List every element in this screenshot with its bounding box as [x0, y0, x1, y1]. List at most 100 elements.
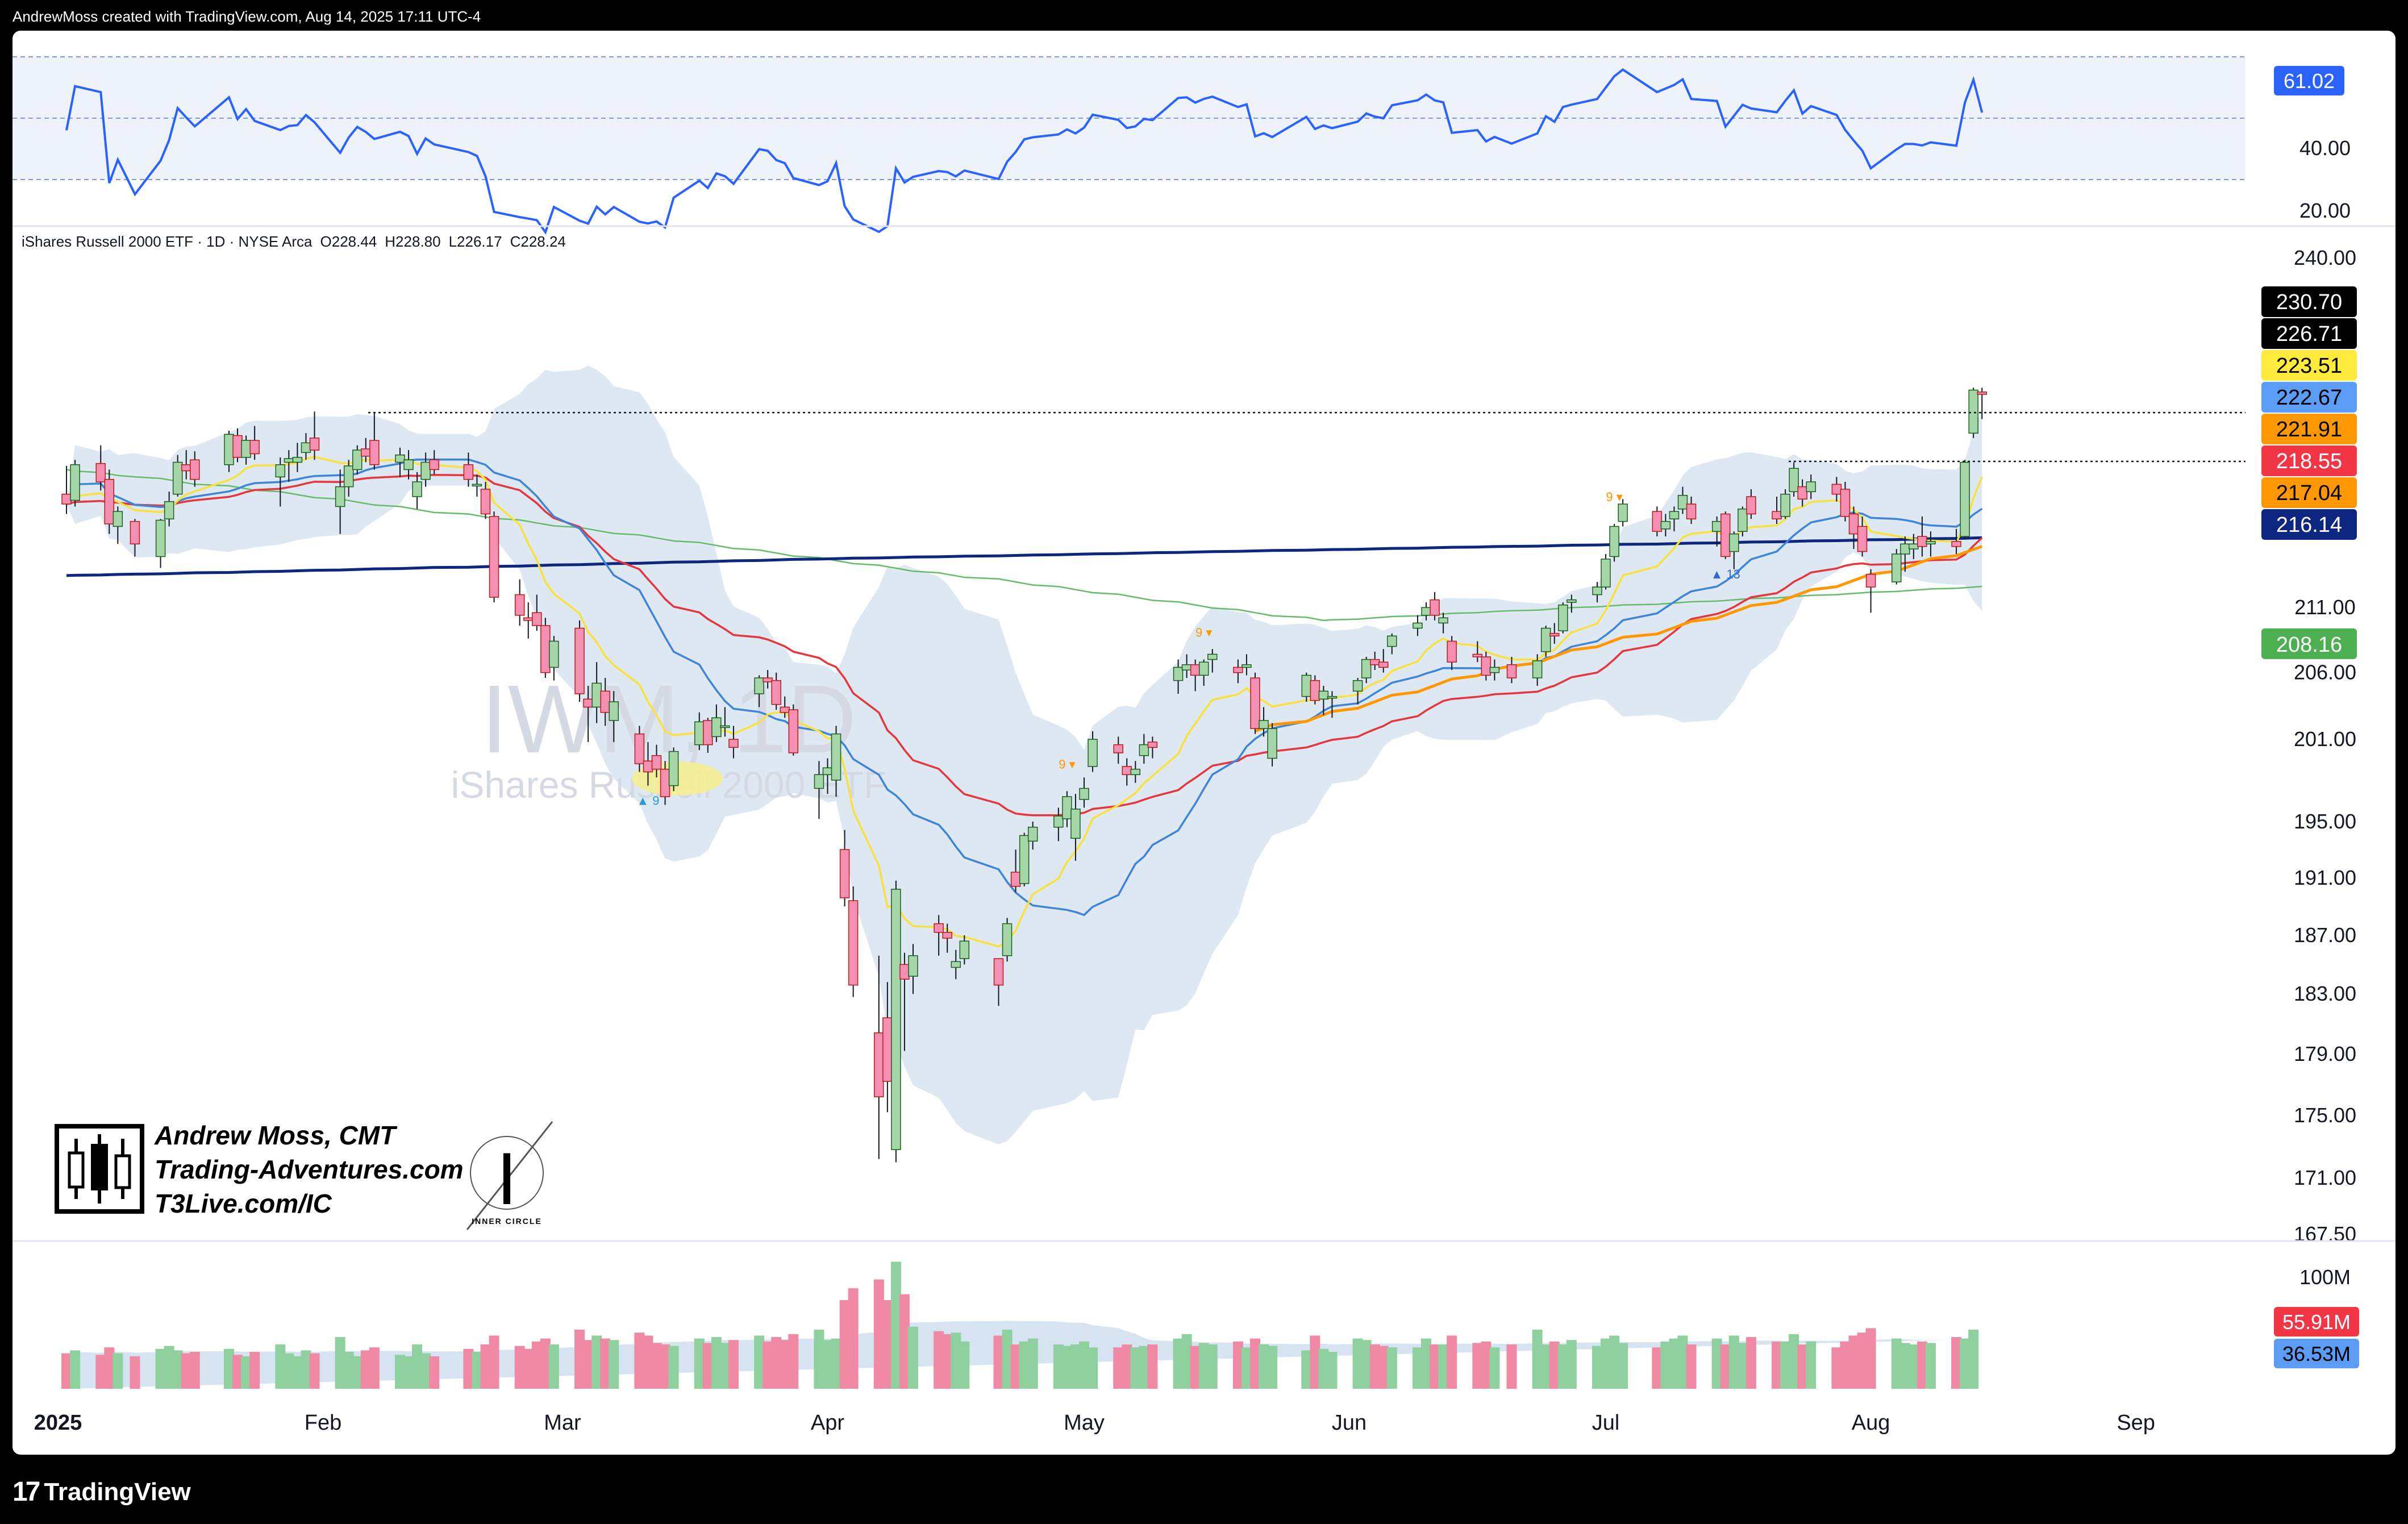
- volume-bar: [942, 1334, 953, 1389]
- price-tick-label: 175.00: [2294, 1104, 2356, 1127]
- price-tick-label: 187.00: [2294, 923, 2356, 947]
- candle: [711, 704, 722, 742]
- chart-svg[interactable]: 40.00 20.00 61.02 IWM, 1D iShares Russel…: [13, 31, 2395, 1455]
- volume-bar: [694, 1338, 705, 1389]
- candle: [651, 744, 662, 778]
- candle: [1968, 388, 1978, 438]
- tradingview-logo[interactable]: 17 TradingView: [13, 1476, 191, 1508]
- volume-bar: [1506, 1344, 1517, 1389]
- time-axis[interactable]: 2025 Feb Mar Apr May Jun Jul Aug Sep: [34, 1411, 2155, 1435]
- volume-bar: [1797, 1344, 1808, 1389]
- candle: [1960, 460, 1970, 539]
- volume-bar: [668, 1346, 679, 1389]
- price-label-bg: [2261, 382, 2357, 413]
- volume-bar: [1369, 1344, 1380, 1389]
- candle: [934, 915, 944, 956]
- volume-bar: [1618, 1343, 1628, 1389]
- volume-bar: [429, 1356, 440, 1389]
- candle: [514, 579, 525, 626]
- candle: [848, 886, 859, 997]
- candle: [1977, 388, 1987, 419]
- candle: [1147, 736, 1158, 759]
- price-tick-label: 179.00: [2294, 1042, 2356, 1065]
- volume-label-1-bg: [2274, 1307, 2359, 1336]
- candle: [343, 460, 354, 497]
- candle: [352, 445, 363, 475]
- price-tick-label: 206.00: [2294, 661, 2356, 684]
- candle: [1088, 731, 1098, 772]
- candle: [1079, 777, 1089, 808]
- candle: [1361, 656, 1372, 684]
- volume-bar: [420, 1353, 431, 1389]
- volume-label-2: 36.53M: [2282, 1342, 2351, 1365]
- volume-bar: [1652, 1347, 1663, 1389]
- price-label-bg: [2261, 509, 2357, 540]
- volume-bar: [1831, 1347, 1842, 1389]
- time-tick-label: Jun: [1332, 1411, 1367, 1435]
- volume-bar: [763, 1341, 773, 1389]
- time-tick-label: 2025: [34, 1411, 82, 1435]
- candle: [1259, 707, 1269, 737]
- volume-bar: [1737, 1343, 1748, 1389]
- price-label: 222.67: [2276, 386, 2342, 410]
- volume-bar: [711, 1337, 722, 1389]
- volume-bar: [651, 1343, 662, 1389]
- candle: [839, 830, 850, 907]
- candle: [489, 511, 499, 603]
- candle: [395, 447, 405, 477]
- volume-bar: [1532, 1330, 1543, 1389]
- volume-bar: [1002, 1330, 1013, 1389]
- volume-bar: [1592, 1346, 1602, 1389]
- volume-bar: [1250, 1338, 1260, 1389]
- candle: [275, 457, 286, 507]
- candle: [1489, 659, 1500, 681]
- chart-panel[interactable]: 40.00 20.00 61.02 IWM, 1D iShares Russel…: [13, 31, 2395, 1455]
- volume-bar: [309, 1353, 320, 1389]
- price-label: 218.55: [2276, 449, 2342, 473]
- volume-bar: [780, 1340, 790, 1389]
- price-pane[interactable]: IWM, 1D iShares Russell 2000 ETF ▲ 99 ▾9…: [22, 233, 2357, 1246]
- signature-line3: T3Live.com/IC: [155, 1189, 332, 1218]
- volume-bar: [1310, 1335, 1320, 1389]
- candle: [1797, 479, 1807, 507]
- volume-bar: [1061, 1346, 1072, 1389]
- candle: [403, 450, 414, 480]
- inner-circle-logo: I INNER CIRCLE: [466, 1121, 553, 1230]
- candle: [429, 450, 439, 475]
- candle: [1558, 602, 1568, 634]
- candle: [1053, 807, 1064, 842]
- volume-bar: [1840, 1341, 1851, 1389]
- volume-bar: [702, 1343, 713, 1389]
- volume-pane: 100M 55.91M 36.53M: [61, 1261, 2359, 1389]
- rsi-tick-20: 20.00: [2299, 199, 2351, 222]
- tradingview-mark-icon: 17: [13, 1477, 40, 1507]
- volume-bar: [1079, 1341, 1089, 1389]
- volume-bar: [1711, 1338, 1722, 1389]
- volume-bar: [643, 1335, 653, 1389]
- candle: [292, 443, 303, 472]
- volume-bar: [164, 1346, 174, 1389]
- time-tick-label: Mar: [544, 1411, 581, 1435]
- candle: [668, 747, 679, 792]
- volume-bar: [1259, 1344, 1269, 1389]
- volume-bar: [130, 1356, 140, 1389]
- volume-bar: [993, 1335, 1004, 1389]
- candle: [1173, 659, 1184, 694]
- candle: [190, 451, 200, 487]
- volume-bar: [403, 1356, 414, 1389]
- price-tick-label: 183.00: [2294, 982, 2356, 1005]
- candle: [249, 426, 260, 460]
- rsi-line: [65, 68, 1984, 235]
- volume-bar: [1720, 1344, 1731, 1389]
- volume-bar: [1027, 1338, 1038, 1389]
- candle: [472, 474, 482, 497]
- volume-bar: [95, 1355, 106, 1389]
- candle: [1660, 514, 1671, 537]
- volume-bar: [241, 1356, 252, 1389]
- volume-bar: [463, 1348, 474, 1389]
- price-label: 217.04: [2276, 481, 2342, 505]
- volume-bars: [61, 1261, 1979, 1389]
- time-tick-label: Aug: [1852, 1411, 1890, 1435]
- volume-bar: [1660, 1341, 1671, 1389]
- candle: [532, 594, 542, 631]
